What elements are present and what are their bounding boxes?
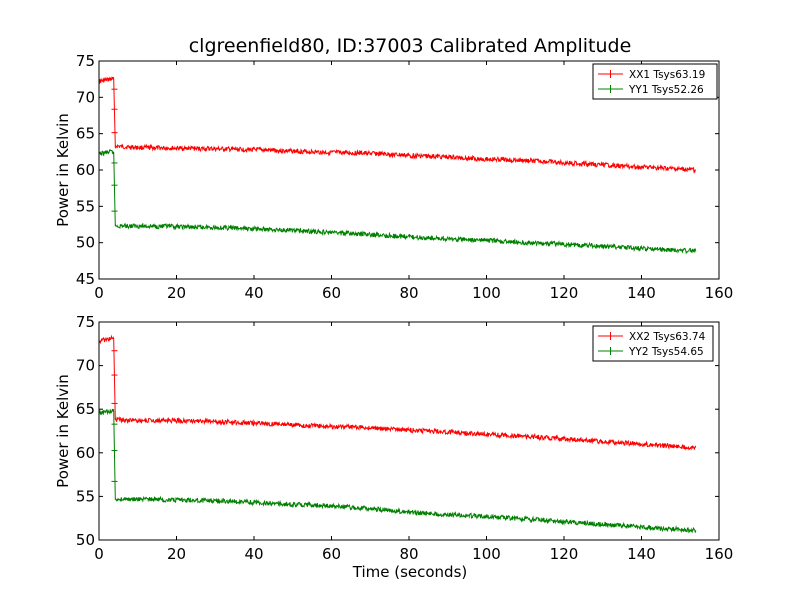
x-tick-label: 0 <box>94 545 104 563</box>
y-tick-label: 50 <box>76 531 95 549</box>
legend: XX1 Tsys63.19 YY1 Tsys52.26 <box>592 63 718 100</box>
y-tick-label: 45 <box>76 270 95 288</box>
legend-box <box>592 325 714 362</box>
y-tick-label: 55 <box>76 487 95 505</box>
panels: 0 20 40 60 80 100 120 140 160 45 50 55 60 65 70 75 Power… <box>54 52 733 563</box>
x-tick-label: 160 <box>705 545 734 563</box>
y-tick-label: 65 <box>76 125 95 143</box>
x-tick-label: 120 <box>550 545 579 563</box>
legend-label: XX2 Tsys63.74 <box>629 331 706 343</box>
y-tick-label: 65 <box>76 400 95 418</box>
x-tick-label: 140 <box>627 545 656 563</box>
y-axis-label: Power in Kelvin <box>54 374 72 488</box>
legend: XX2 Tsys63.74 YY2 Tsys54.65 <box>592 325 714 362</box>
y-tick-label: 75 <box>76 52 95 70</box>
x-tick-label: 140 <box>627 284 656 302</box>
x-tick-label: 160 <box>705 284 734 302</box>
chart-title: clgreenfield80, ID:37003 Calibrated Ampl… <box>189 35 632 57</box>
series-line-1 <box>98 334 697 451</box>
x-tick-label: 40 <box>244 284 263 302</box>
y-tick-label: 75 <box>76 313 95 331</box>
series-line-1 <box>98 76 696 174</box>
y-tick-label: 55 <box>76 197 95 215</box>
x-tick-label: 60 <box>322 284 341 302</box>
x-tick-label: 100 <box>472 284 501 302</box>
x-tick-label: 80 <box>399 545 418 563</box>
y-tick-label: 70 <box>76 88 95 106</box>
y-tick-label: 50 <box>76 234 95 252</box>
legend-label: XX1 Tsys63.19 <box>629 69 705 81</box>
x-tick-label: 20 <box>167 284 186 302</box>
series-line-2 <box>98 149 697 255</box>
panel-2: 0 20 40 60 80 100 120 140 160 50 55 60 65 70 75 Power i… <box>54 313 733 563</box>
x-tick-label: 120 <box>550 284 579 302</box>
x-tick-label: 20 <box>167 545 186 563</box>
legend-label: YY2 Tsys54.65 <box>628 346 704 358</box>
x-tick-label: 0 <box>94 284 104 302</box>
y-tick-label: 60 <box>76 444 95 462</box>
legend-box <box>592 63 718 100</box>
x-tick-label: 60 <box>322 545 341 563</box>
panel-1: 0 20 40 60 80 100 120 140 160 45 50 55 60 65 70 75 Power… <box>54 52 733 302</box>
y-tick-label: 60 <box>76 161 95 179</box>
x-tick-label: 100 <box>472 545 501 563</box>
x-tick-label: 80 <box>399 284 418 302</box>
x-tick-label: 40 <box>244 545 263 563</box>
y-axis-label: Power in Kelvin <box>54 113 72 227</box>
series-line-2 <box>98 408 697 534</box>
legend-label: YY1 Tsys52.26 <box>628 84 704 96</box>
y-tick-label: 70 <box>76 357 95 375</box>
x-axis-label: Time (seconds) <box>352 563 468 581</box>
